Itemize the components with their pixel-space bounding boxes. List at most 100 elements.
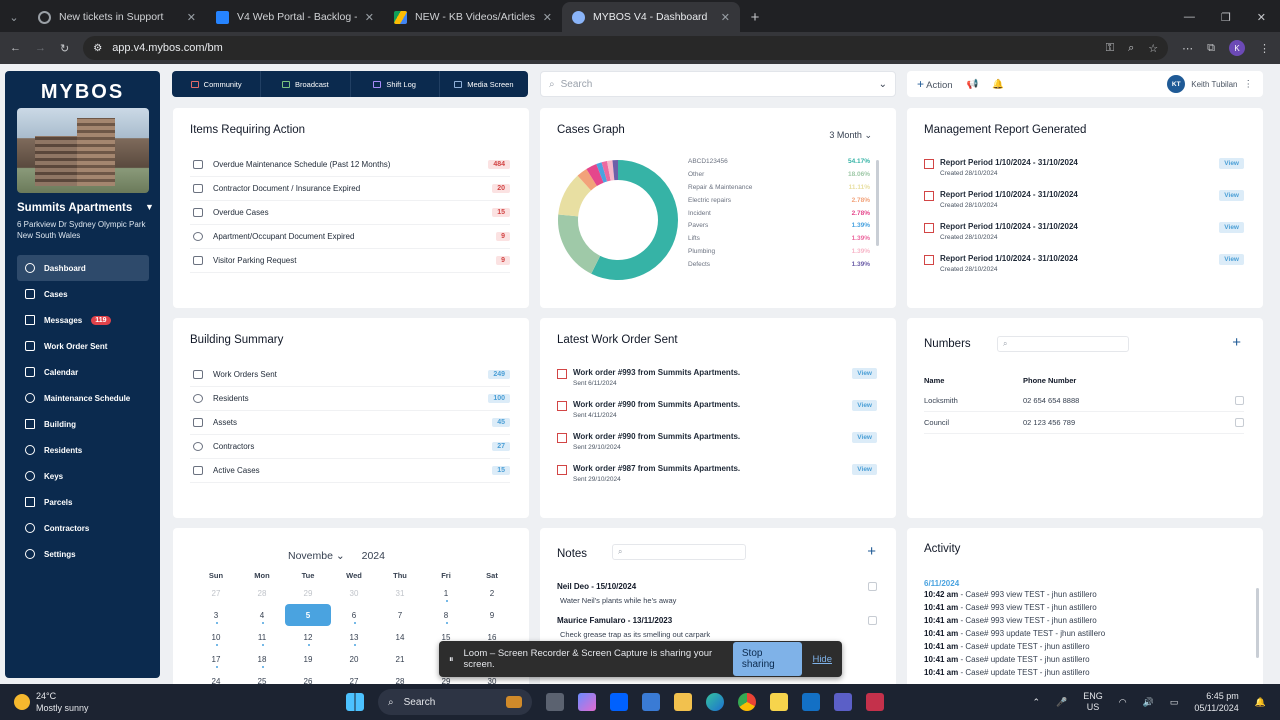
list-item[interactable]: Contractors 27 bbox=[190, 435, 510, 459]
forward-icon[interactable]: → bbox=[35, 42, 46, 54]
donut-slice[interactable] bbox=[586, 164, 604, 187]
extension-menu-icon[interactable]: ⋯ bbox=[1182, 42, 1194, 55]
close-tab-icon[interactable]: ✕ bbox=[364, 11, 374, 24]
calendar-day[interactable]: 9 bbox=[489, 610, 495, 620]
profile-avatar[interactable]: K bbox=[1229, 40, 1245, 56]
calendar-day[interactable]: 12 bbox=[285, 626, 331, 648]
calendar-day[interactable]: 5 bbox=[285, 604, 331, 626]
calendar-day[interactable]: 1 bbox=[423, 582, 469, 604]
sidebar-item-cases[interactable]: Cases bbox=[17, 281, 149, 307]
calendar-day[interactable]: 13 bbox=[331, 626, 377, 648]
year-value[interactable]: 2024 bbox=[361, 550, 385, 562]
calendar-day[interactable]: 30 bbox=[349, 588, 359, 598]
sidebar-item-work-order-sent[interactable]: Work Order Sent bbox=[17, 333, 149, 359]
task-view-icon[interactable] bbox=[546, 693, 564, 711]
donut-slice[interactable] bbox=[601, 161, 611, 182]
zoom-icon[interactable]: ⌕ bbox=[1128, 41, 1135, 54]
user-menu[interactable]: KT Keith Tubilan ⋮ bbox=[1167, 75, 1253, 93]
calendar-day[interactable]: 27 bbox=[349, 676, 359, 685]
view-button[interactable]: View bbox=[852, 368, 877, 379]
language-indicator[interactable]: ENG US bbox=[1083, 691, 1103, 713]
list-item[interactable]: Work Orders Sent 249 bbox=[190, 363, 510, 387]
megaphone-icon[interactable]: 📢 bbox=[966, 78, 979, 90]
calendar-day[interactable]: 30 bbox=[487, 676, 497, 685]
password-key-icon[interactable]: ⚿ bbox=[1105, 41, 1115, 54]
chevron-down-icon[interactable]: ⌄ bbox=[878, 78, 887, 90]
calendar-day[interactable]: 10 bbox=[193, 626, 239, 648]
windows-start-icon[interactable] bbox=[346, 693, 364, 711]
list-item[interactable]: Apartment/Occupant Document Expired 9 bbox=[190, 225, 510, 249]
activity-item[interactable]: 10:42 am - Case# 993 view TEST - jhun as… bbox=[924, 590, 1097, 599]
add-note-icon[interactable]: + bbox=[867, 543, 876, 560]
sidebar-item-contractors[interactable]: Contractors bbox=[17, 515, 149, 541]
list-item[interactable]: Contractor Document / Insurance Expired 2… bbox=[190, 177, 510, 201]
sidebar-item-residents[interactable]: Residents bbox=[17, 437, 149, 463]
close-tab-icon[interactable]: ✕ bbox=[720, 11, 730, 24]
donut-slice[interactable] bbox=[558, 175, 592, 217]
browser-tab-mybos[interactable]: MYBOS V4 - Dashboard ✕ bbox=[562, 2, 740, 32]
donut-slice[interactable] bbox=[591, 160, 678, 280]
copilot-icon[interactable] bbox=[578, 693, 596, 711]
view-button[interactable]: View bbox=[1219, 158, 1244, 169]
volume-icon[interactable]: 🔊 bbox=[1142, 696, 1154, 707]
numbers-search-input[interactable]: ⌕ bbox=[997, 336, 1129, 352]
sticky-notes-icon[interactable] bbox=[770, 693, 788, 711]
activity-item[interactable]: 10:41 am - Case# update TEST - jhun asti… bbox=[924, 668, 1090, 677]
pause-icon[interactable]: ⏸ bbox=[449, 653, 454, 664]
site-name[interactable]: Summits Apartments bbox=[17, 202, 133, 214]
microphone-icon[interactable]: 🎤 bbox=[1056, 696, 1068, 707]
kebab-menu-icon[interactable]: ⋮ bbox=[1243, 78, 1254, 90]
tab-media-screen[interactable]: Media Screen bbox=[440, 71, 528, 97]
back-icon[interactable]: ← bbox=[10, 42, 21, 54]
list-item[interactable]: Visitor Parking Request 9 bbox=[190, 249, 510, 273]
table-row[interactable]: Council 02 123 456 789 bbox=[924, 412, 1244, 434]
tab-list-chevron-icon[interactable]: ⌄ bbox=[9, 11, 19, 24]
calendar-day[interactable]: 29 bbox=[303, 588, 313, 598]
reload-icon[interactable]: ↻ bbox=[60, 42, 70, 55]
edge-icon[interactable] bbox=[706, 693, 724, 711]
new-tab-icon[interactable]: + bbox=[750, 8, 760, 26]
list-item[interactable]: Overdue Cases 15 bbox=[190, 201, 510, 225]
outlook-icon[interactable] bbox=[802, 693, 820, 711]
window-close-icon[interactable]: ✕ bbox=[1256, 11, 1266, 24]
chrome-icon[interactable] bbox=[738, 693, 756, 711]
taskbar-search[interactable]: ⌕ Search bbox=[378, 689, 532, 715]
weather-widget[interactable]: 24°C Mostly sunny bbox=[0, 690, 250, 714]
site-info-icon[interactable]: ⚙ bbox=[93, 42, 103, 54]
close-tab-icon[interactable]: ✕ bbox=[542, 11, 552, 24]
browser-tab-jira[interactable]: V4 Web Portal - Backlog - Jira ✕ bbox=[206, 2, 384, 32]
row-checkbox[interactable] bbox=[1235, 418, 1244, 427]
month-select[interactable]: Novembe ⌄ bbox=[288, 550, 345, 562]
calendar-day[interactable]: 24 bbox=[211, 676, 221, 685]
activity-item[interactable]: 10:41 am - Case# 993 view TEST - jhun as… bbox=[924, 603, 1097, 612]
battery-icon[interactable]: ▭ bbox=[1169, 696, 1179, 707]
calendar-day[interactable]: 19 bbox=[303, 654, 313, 664]
activity-item[interactable]: 10:41 am - Case# 993 view TEST - jhun as… bbox=[924, 616, 1097, 625]
view-button[interactable]: View bbox=[852, 400, 877, 411]
calendar-day[interactable]: 11 bbox=[239, 626, 285, 648]
browser-tab-kb[interactable]: NEW - KB Videos/Articles ✕ bbox=[384, 2, 562, 32]
sidebar-item-maintenance-schedule[interactable]: Maintenance Schedule bbox=[17, 385, 149, 411]
tab-community[interactable]: Community bbox=[172, 71, 262, 97]
sidebar-item-keys[interactable]: Keys bbox=[17, 463, 149, 489]
stop-sharing-button[interactable]: Stop sharing bbox=[732, 642, 803, 676]
calendar-day[interactable]: 7 bbox=[397, 610, 403, 620]
notifications-bell-icon[interactable]: 🔔 bbox=[1254, 696, 1266, 707]
work-order-item[interactable]: Work order #990 from Summits Apartments.… bbox=[557, 400, 877, 432]
view-button[interactable]: View bbox=[1219, 222, 1244, 233]
teams-icon[interactable] bbox=[834, 693, 852, 711]
calendar-day[interactable]: 3 bbox=[193, 604, 239, 626]
list-item[interactable]: Overdue Maintenance Schedule (Past 12 Mo… bbox=[190, 153, 510, 177]
row-checkbox[interactable] bbox=[1235, 396, 1244, 405]
show-hidden-icons-chevron-icon[interactable]: ⌃ bbox=[1032, 696, 1041, 707]
list-item[interactable]: Assets 45 bbox=[190, 411, 510, 435]
tab-shift-log[interactable]: Shift Log bbox=[351, 71, 440, 97]
calendar-day[interactable]: 25 bbox=[257, 676, 267, 685]
browser-tab-support[interactable]: New tickets in Support ✕ bbox=[28, 2, 206, 32]
close-tab-icon[interactable]: ✕ bbox=[186, 11, 196, 24]
activity-item[interactable]: 10:41 am - Case# update TEST - jhun asti… bbox=[924, 642, 1090, 651]
sidebar-item-parcels[interactable]: Parcels bbox=[17, 489, 149, 515]
action-button[interactable]: + Action bbox=[917, 77, 953, 91]
bookmark-star-icon[interactable]: ☆ bbox=[1148, 42, 1159, 55]
work-order-item[interactable]: Work order #987 from Summits Apartments.… bbox=[557, 464, 877, 496]
